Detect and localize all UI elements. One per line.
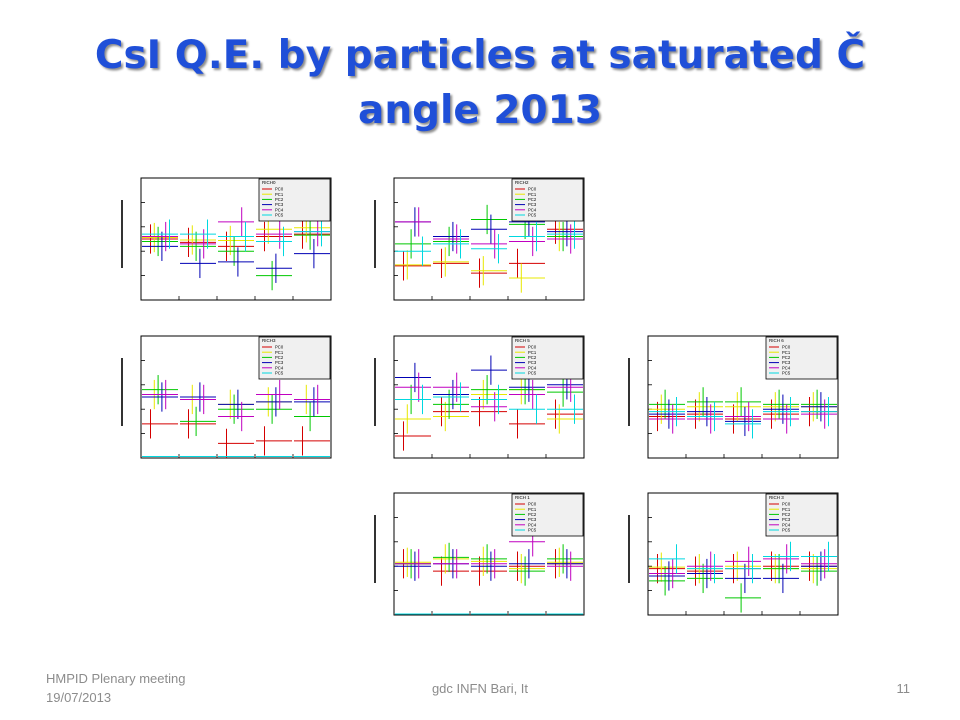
footer-author: gdc INFN Bari, It: [431, 681, 529, 696]
legend-entry: PC2: [275, 355, 284, 360]
footer-meeting-date: 19/07/2013: [46, 690, 112, 705]
legend-entry: PC5: [275, 371, 284, 376]
legend-title: RICH3: [262, 338, 276, 343]
legend-entry: PC0: [275, 345, 284, 350]
legend-entry: PC4: [528, 522, 537, 527]
page-number: 11: [896, 681, 911, 696]
legend-entry: PC4: [782, 365, 791, 370]
legend-entry: PC3: [782, 360, 791, 365]
legend-title: RICH 5: [515, 338, 530, 343]
legend-entry: PC1: [528, 507, 537, 512]
legend-box: [258, 178, 331, 222]
legend-entry: PC4: [275, 365, 284, 370]
legend-entry: PC3: [275, 202, 284, 207]
legend-entry: PC5: [528, 213, 537, 218]
legend-entry: PC1: [782, 507, 791, 512]
legend-entry: PC0: [275, 187, 284, 192]
legend-entry: PC4: [528, 207, 537, 212]
legend-entry: PC2: [275, 197, 284, 202]
legend-entry: PC4: [275, 207, 284, 212]
legend-title: RICH 6: [769, 338, 784, 343]
legend-box: [511, 178, 584, 222]
legend-box: [765, 493, 838, 537]
legend-entry: PC1: [528, 350, 537, 355]
legend-entry: PC1: [275, 350, 284, 355]
legend-entry: PC5: [528, 528, 537, 533]
legend-title: RICH0: [262, 180, 276, 185]
legend-title: RICH 3: [769, 495, 784, 500]
footer-meeting: HMPID Plenary meeting 19/07/2013: [46, 669, 246, 707]
legend-entry: PC1: [275, 192, 284, 197]
legend-entry: PC3: [528, 202, 537, 207]
legend-entry: PC2: [528, 197, 537, 202]
legend-entry: PC4: [782, 522, 791, 527]
legend-entry: PC0: [782, 345, 791, 350]
legend-entry: PC2: [528, 355, 537, 360]
chart-plot: RICH0 PC0 PC1 PC2 PC3 PC4 PC5: [105, 172, 335, 322]
legend-entry: PC1: [782, 350, 791, 355]
slide-title: CsI Q.E. by particles at saturated Č ang…: [40, 28, 920, 138]
legend-entry: PC2: [782, 512, 791, 517]
legend-entry: PC3: [782, 517, 791, 522]
legend-title: RICH2: [515, 180, 529, 185]
legend-entry: PC4: [528, 365, 537, 370]
legend-box: [511, 336, 584, 380]
chart-plot: RICH3 PC0 PC1 PC2 PC3 PC4 PC5: [105, 330, 335, 480]
chart-plot: RICH 5 PC0 PC1 PC2 PC3 PC4 PC5: [358, 330, 588, 480]
legend-entry: PC3: [528, 517, 537, 522]
legend-entry: PC5: [782, 528, 791, 533]
legend-entry: PC5: [782, 371, 791, 376]
legend-box: [765, 336, 838, 380]
legend-entry: PC0: [782, 502, 791, 507]
legend-entry: PC2: [782, 355, 791, 360]
legend-entry: PC5: [275, 213, 284, 218]
legend-title: RICH 1: [515, 495, 530, 500]
chart-plot: RICH 6 PC0 PC1 PC2 PC3 PC4 PC5: [612, 330, 842, 480]
legend-entry: PC0: [528, 187, 537, 192]
chart-plot: RICH 1 PC0 PC1 PC2 PC3 PC4 PC5: [358, 487, 588, 637]
title-line-2: angle 2013: [358, 88, 602, 133]
legend-entry: PC1: [528, 192, 537, 197]
legend-entry: PC2: [528, 512, 537, 517]
legend-entry: PC0: [528, 502, 537, 507]
legend-box: [258, 336, 331, 380]
footer-meeting-name: HMPID Plenary meeting: [46, 671, 186, 686]
legend-entry: PC3: [275, 360, 284, 365]
legend-entry: PC3: [528, 360, 537, 365]
chart-plot: RICH2 PC0 PC1 PC2 PC3 PC4 PC5: [358, 172, 588, 322]
title-line-1: CsI Q.E. by particles at saturated Č: [94, 33, 866, 78]
legend-entry: PC0: [528, 345, 537, 350]
legend-box: [511, 493, 584, 537]
chart-plot: RICH 3 PC0 PC1 PC2 PC3 PC4 PC5: [612, 487, 842, 637]
legend-entry: PC5: [528, 371, 537, 376]
